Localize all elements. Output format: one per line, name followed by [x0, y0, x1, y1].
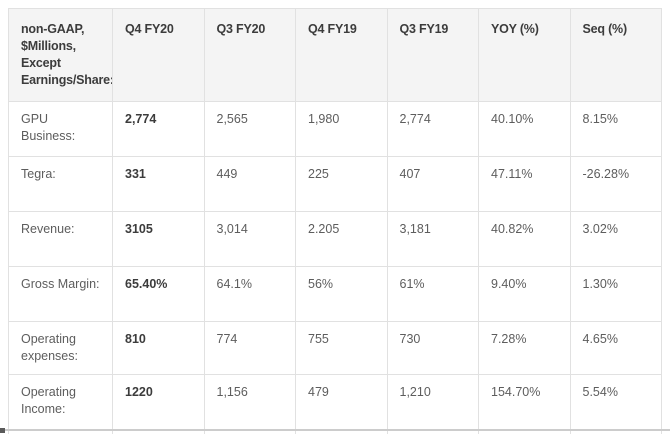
cell-yoy: 40.10% [478, 101, 571, 157]
cell-yoy: 7.28% [478, 321, 571, 375]
column-header-q3fy20: Q3 FY20 [203, 8, 296, 102]
cell-q4fy19: 1,980 [295, 101, 388, 157]
cell-q3fy19: 61% [386, 266, 479, 322]
cell-q3fy20: 774 [203, 321, 296, 375]
cell-q3fy19: 1,210 [386, 374, 479, 434]
cell-q3fy19: 407 [386, 156, 479, 212]
cell-q4fy20: 2,774 [112, 101, 205, 157]
divider-notch [0, 428, 5, 433]
cell-seq: -26.28% [569, 156, 662, 212]
table-row-tegra: Tegra: 331 449 225 407 47.11% -26.28% [8, 156, 662, 212]
cell-yoy: 47.11% [478, 156, 571, 212]
row-label: Operating Income: [8, 374, 113, 434]
cell-seq: 4.65% [569, 321, 662, 375]
table-row-gross-margin: Gross Margin: 65.40% 64.1% 56% 61% 9.40%… [8, 266, 662, 322]
cell-yoy: 40.82% [478, 211, 571, 267]
table-row-revenue: Revenue: 3105 3,014 2.205 3,181 40.82% 3… [8, 211, 662, 267]
row-label: GPU Business: [8, 101, 113, 157]
cell-q4fy19: 225 [295, 156, 388, 212]
table-row-operating-income: Operating Income: 1220 1,156 479 1,210 1… [8, 374, 662, 434]
cell-q3fy20: 3,014 [203, 211, 296, 267]
row-label: Tegra: [8, 156, 113, 212]
cell-seq: 3.02% [569, 211, 662, 267]
cell-q4fy20: 810 [112, 321, 205, 375]
cell-q3fy20: 64.1% [203, 266, 296, 322]
cell-q4fy19: 2.205 [295, 211, 388, 267]
row-label: Revenue: [8, 211, 113, 267]
column-header-yoy: YOY (%) [478, 8, 571, 102]
column-header-q3fy19: Q3 FY19 [386, 8, 479, 102]
cell-q4fy20: 3105 [112, 211, 205, 267]
cell-yoy: 154.70% [478, 374, 571, 434]
cell-q3fy19: 2,774 [386, 101, 479, 157]
cell-q3fy20: 449 [203, 156, 296, 212]
bottom-divider [0, 429, 670, 431]
cell-seq: 1.30% [569, 266, 662, 322]
cell-q3fy20: 2,565 [203, 101, 296, 157]
row-label: Operating expenses: [8, 321, 113, 375]
column-header-q4fy19: Q4 FY19 [295, 8, 388, 102]
cell-q3fy19: 3,181 [386, 211, 479, 267]
table-row-operating-expenses: Operating expenses: 810 774 755 730 7.28… [8, 321, 662, 375]
cell-q3fy20: 1,156 [203, 374, 296, 434]
column-header-q4fy20: Q4 FY20 [112, 8, 205, 102]
row-label: Gross Margin: [8, 266, 113, 322]
financial-results-table: non-GAAP, $Millions, Except Earnings/Sha… [8, 8, 662, 434]
table-row-gpu-business: GPU Business: 2,774 2,565 1,980 2,774 40… [8, 101, 662, 157]
cell-seq: 5.54% [569, 374, 662, 434]
cell-q4fy19: 56% [295, 266, 388, 322]
cell-q4fy20: 65.40% [112, 266, 205, 322]
cell-q4fy20: 331 [112, 156, 205, 212]
cell-q4fy20: 1220 [112, 374, 205, 434]
cell-yoy: 9.40% [478, 266, 571, 322]
cell-q4fy19: 479 [295, 374, 388, 434]
cell-q3fy19: 730 [386, 321, 479, 375]
column-header-metric: non-GAAP, $Millions, Except Earnings/Sha… [8, 8, 113, 102]
table-header-row: non-GAAP, $Millions, Except Earnings/Sha… [8, 8, 662, 102]
cell-seq: 8.15% [569, 101, 662, 157]
cell-q4fy19: 755 [295, 321, 388, 375]
column-header-seq: Seq (%) [569, 8, 662, 102]
